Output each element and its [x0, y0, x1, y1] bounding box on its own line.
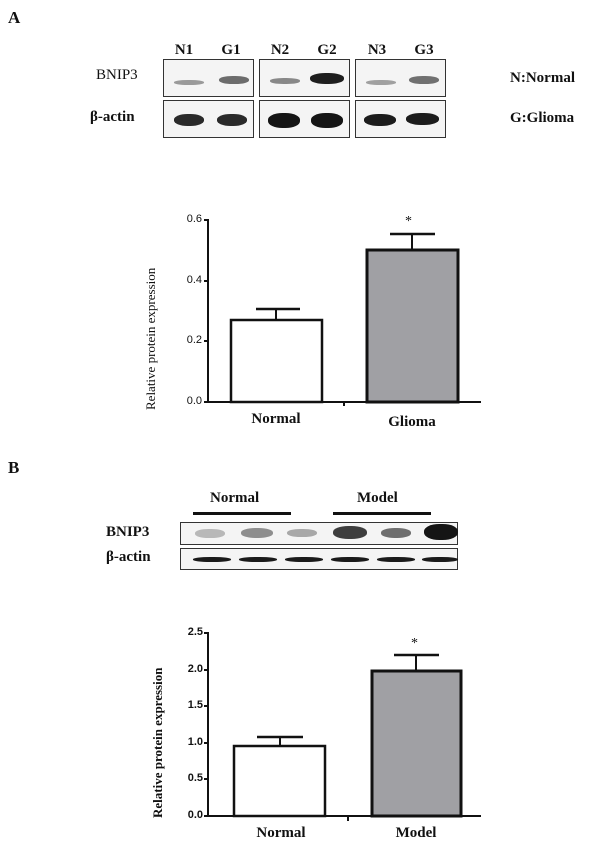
x-category-label: Model: [395, 825, 437, 841]
group-label-model: Model: [357, 490, 398, 506]
x-category-label: Glioma: [388, 414, 436, 430]
y-tick-label: 0.4: [186, 274, 202, 286]
legend-glioma: G:Glioma: [510, 110, 575, 126]
row-label-bnip3: BNIP3: [96, 67, 138, 83]
blot-image: [163, 100, 254, 138]
y-tick-label: 1.0: [187, 736, 203, 748]
lane-label: G1: [221, 42, 241, 58]
blot-image: [163, 59, 254, 97]
y-tick-label: 0.5: [187, 772, 203, 784]
row-label-actin: β-actin: [90, 109, 135, 125]
lane-label: G2: [317, 42, 337, 58]
y-tick-label: 1.5: [187, 699, 203, 711]
row-label-bnip3: BNIP3: [106, 524, 150, 540]
legend-normal: N:Normal: [510, 70, 575, 86]
blot-image: [355, 100, 446, 138]
y-tick-label: 2.5: [187, 626, 203, 638]
blot-image: [180, 522, 458, 545]
panel-b-letter: B: [8, 458, 20, 477]
x-category-label: Normal: [256, 825, 306, 841]
row-label-actin: β-actin: [106, 549, 151, 565]
group-underline: [333, 512, 431, 515]
lane-label: N2: [270, 42, 290, 58]
group-label-normal: Normal: [210, 490, 260, 506]
lane-label: G3: [414, 42, 434, 58]
significance-marker: *: [405, 214, 412, 229]
blot-image: [180, 548, 458, 570]
x-category-label: Normal: [251, 411, 301, 427]
y-tick-label: 2.0: [187, 663, 203, 675]
group-underline: [193, 512, 291, 515]
lane-label: N1: [174, 42, 194, 58]
blot-image: [259, 100, 350, 138]
blot-image: [355, 59, 446, 97]
significance-marker: *: [411, 636, 418, 651]
y-tick-label: 0.6: [186, 213, 202, 225]
y-tick-label: 0.2: [186, 334, 202, 346]
y-tick-label: 0.0: [186, 395, 202, 407]
panel-a-letter: A: [8, 8, 21, 27]
blot-image: [259, 59, 350, 97]
lane-label: N3: [367, 42, 387, 58]
y-tick-label: 0.0: [187, 809, 203, 821]
